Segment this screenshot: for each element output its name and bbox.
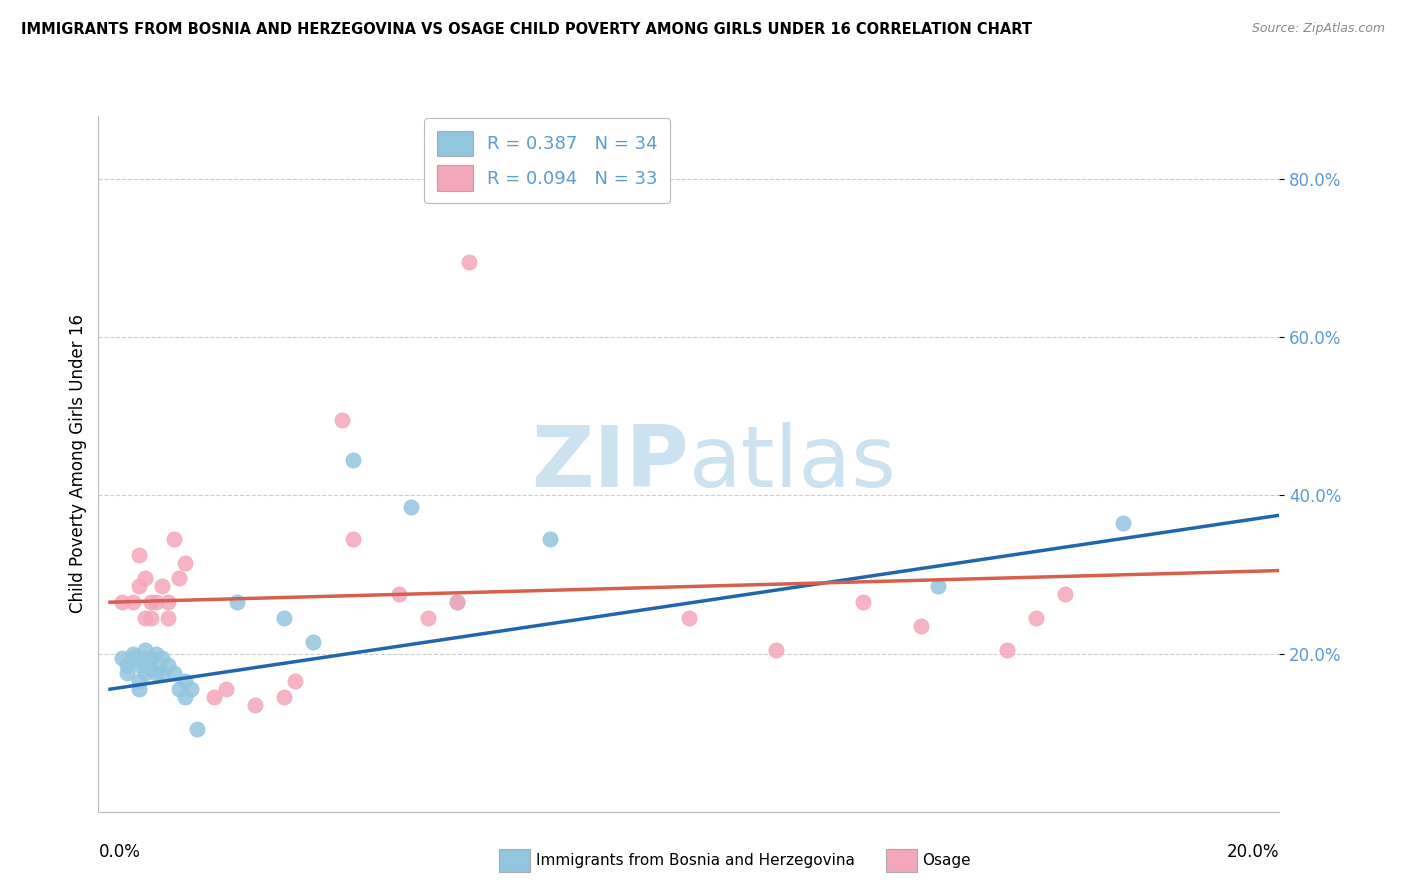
Point [139, 611, 162, 625]
Point [128, 674, 150, 689]
Point [458, 255, 481, 269]
Point [927, 579, 949, 593]
Point [145, 666, 167, 681]
Point [122, 650, 145, 665]
Point [139, 662, 162, 676]
Text: Source: ZipAtlas.com: Source: ZipAtlas.com [1251, 22, 1385, 36]
Point [145, 647, 167, 661]
Point [678, 611, 700, 625]
Point [122, 647, 145, 661]
Point [134, 572, 156, 586]
Point [139, 650, 162, 665]
Point [134, 666, 156, 681]
Point [446, 595, 468, 609]
Text: Immigrants from Bosnia and Herzegovina: Immigrants from Bosnia and Herzegovina [536, 854, 855, 868]
Point [122, 595, 145, 609]
Point [273, 611, 295, 625]
Point [174, 556, 197, 570]
Point [765, 642, 787, 657]
Text: Osage: Osage [922, 854, 972, 868]
Point [128, 658, 150, 673]
Point [134, 611, 156, 625]
Y-axis label: Child Poverty Among Girls Under 16: Child Poverty Among Girls Under 16 [69, 314, 87, 614]
Text: ZIP: ZIP [531, 422, 689, 506]
Text: 20.0%: 20.0% [1227, 843, 1279, 861]
Point [156, 595, 179, 609]
Point [388, 587, 411, 601]
Point [150, 650, 173, 665]
Point [1112, 516, 1135, 530]
Point [301, 634, 323, 648]
Point [186, 722, 208, 736]
Point [284, 674, 307, 689]
Point [134, 658, 156, 673]
Point [243, 698, 266, 712]
Text: 0.0%: 0.0% [98, 843, 141, 861]
Point [169, 572, 191, 586]
Point [145, 595, 167, 609]
Text: atlas: atlas [689, 422, 897, 506]
Point [117, 658, 139, 673]
Point [273, 690, 295, 704]
Point [418, 611, 440, 625]
Point [139, 595, 162, 609]
Point [134, 650, 156, 665]
Point [910, 619, 932, 633]
Point [1025, 611, 1047, 625]
Point [128, 579, 150, 593]
Point [150, 579, 173, 593]
Point [150, 666, 173, 681]
Point [174, 690, 197, 704]
Point [110, 650, 132, 665]
Point [174, 674, 197, 689]
Point [399, 500, 422, 515]
Point [134, 642, 156, 657]
Point [1054, 587, 1077, 601]
Point [156, 658, 179, 673]
Point [342, 532, 364, 546]
Point [342, 453, 364, 467]
Point [169, 682, 191, 697]
Point [128, 548, 150, 562]
Point [117, 666, 139, 681]
Point [852, 595, 875, 609]
Point [180, 682, 202, 697]
Point [156, 611, 179, 625]
Point [202, 690, 225, 704]
Text: IMMIGRANTS FROM BOSNIA AND HERZEGOVINA VS OSAGE CHILD POVERTY AMONG GIRLS UNDER : IMMIGRANTS FROM BOSNIA AND HERZEGOVINA V… [21, 22, 1032, 37]
Legend: R = 0.387   N = 34, R = 0.094   N = 33: R = 0.387 N = 34, R = 0.094 N = 33 [425, 118, 671, 203]
Point [226, 595, 249, 609]
Point [215, 682, 238, 697]
Point [128, 682, 150, 697]
Point [538, 532, 561, 546]
Point [330, 413, 353, 427]
Point [110, 595, 132, 609]
Point [446, 595, 468, 609]
Point [163, 666, 186, 681]
Point [163, 532, 186, 546]
Point [995, 642, 1018, 657]
